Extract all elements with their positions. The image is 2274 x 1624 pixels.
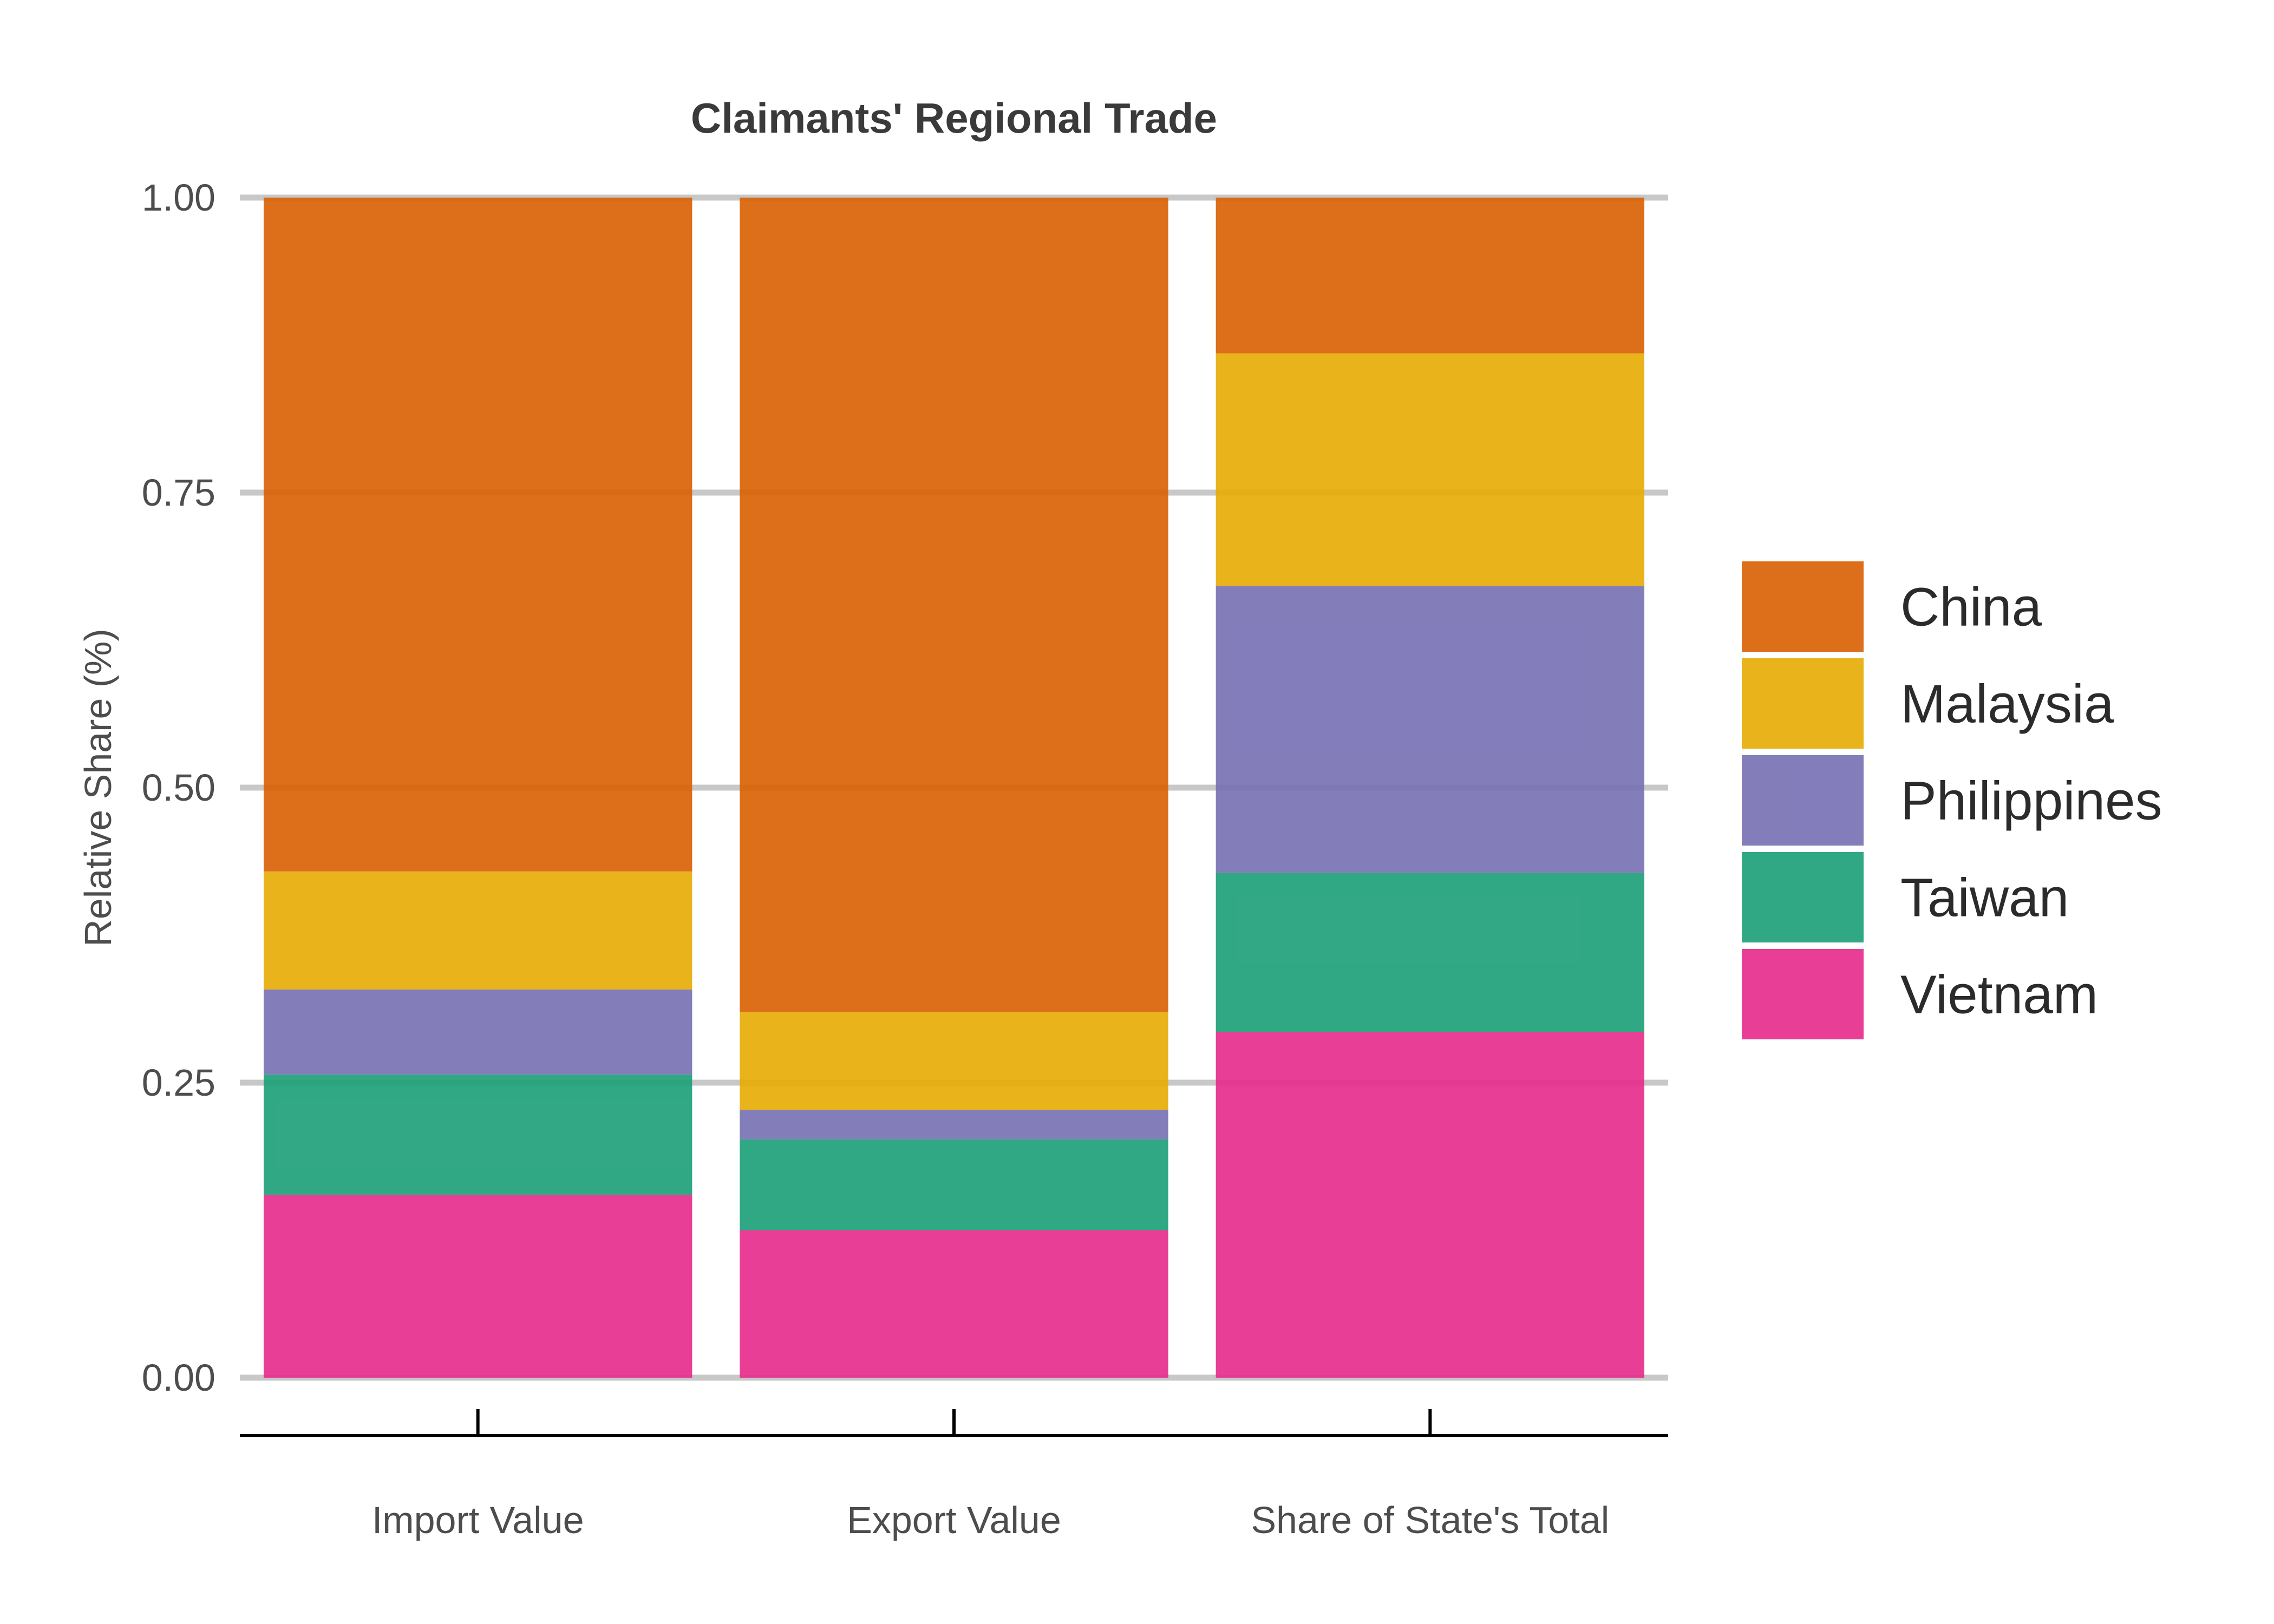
legend-key [1742,852,1864,942]
bar-segment-philippines [263,989,692,1075]
x-tick-label: Share of State's Total [1251,1499,1609,1541]
chart-title: Claimants' Regional Trade [691,94,1217,142]
y-axis-label: Relative Share (%) [77,628,119,946]
bar-segment-malaysia [263,871,692,990]
bar-segment-taiwan [1216,872,1645,1032]
legend-key [1742,949,1864,1039]
legend-key [1742,658,1864,749]
x-axis: Import Value Export Value Share of State's… [240,1409,1668,1541]
y-tick-label: 0.25 [142,1062,215,1104]
legend-label: Vietnam [1900,965,2098,1025]
legend-item-taiwan: Taiwan [1742,852,2069,942]
legend-item-malaysia: Malaysia [1742,658,2114,749]
bar-segment-malaysia [1216,353,1645,586]
y-tick-labels: 0.00 0.25 0.50 0.75 1.00 [142,176,215,1399]
bar-segment-vietnam [740,1230,1168,1378]
y-tick-label: 1.00 [142,176,215,219]
legend-label: Malaysia [1900,674,2114,735]
legend-label: Taiwan [1900,868,2069,928]
bar-stacks [263,198,1645,1378]
y-tick-label: 0.75 [142,472,215,514]
bar-stack-2 [1216,198,1645,1378]
legend-label: China [1900,577,2042,638]
x-tick-label: Export Value [847,1499,1061,1541]
bar-segment-philippines [740,1110,1168,1140]
bar-stack-0 [263,198,692,1378]
legend-item-china: China [1742,561,2042,652]
bar-segment-china [740,198,1168,1012]
y-tick-label: 0.50 [142,767,215,809]
legend: China Malaysia Philippines Taiwan Vietnam [1742,561,2162,1039]
bar-segment-vietnam [263,1195,692,1378]
bar-segment-taiwan [263,1074,692,1195]
legend-label: Philippines [1900,771,2162,831]
bar-segment-china [263,198,692,872]
legend-key [1742,755,1864,846]
bar-stack-1 [740,198,1168,1378]
legend-key [1742,561,1864,652]
bar-segment-taiwan [740,1139,1168,1230]
bar-segment-vietnam [1216,1032,1645,1378]
bar-segment-malaysia [740,1012,1168,1110]
y-tick-label: 0.00 [142,1357,215,1399]
bar-segment-philippines [1216,586,1645,873]
legend-item-vietnam: Vietnam [1742,949,2098,1039]
bar-segment-china [1216,198,1645,353]
legend-item-philippines: Philippines [1742,755,2162,846]
x-tick-label: Import Value [372,1499,584,1541]
